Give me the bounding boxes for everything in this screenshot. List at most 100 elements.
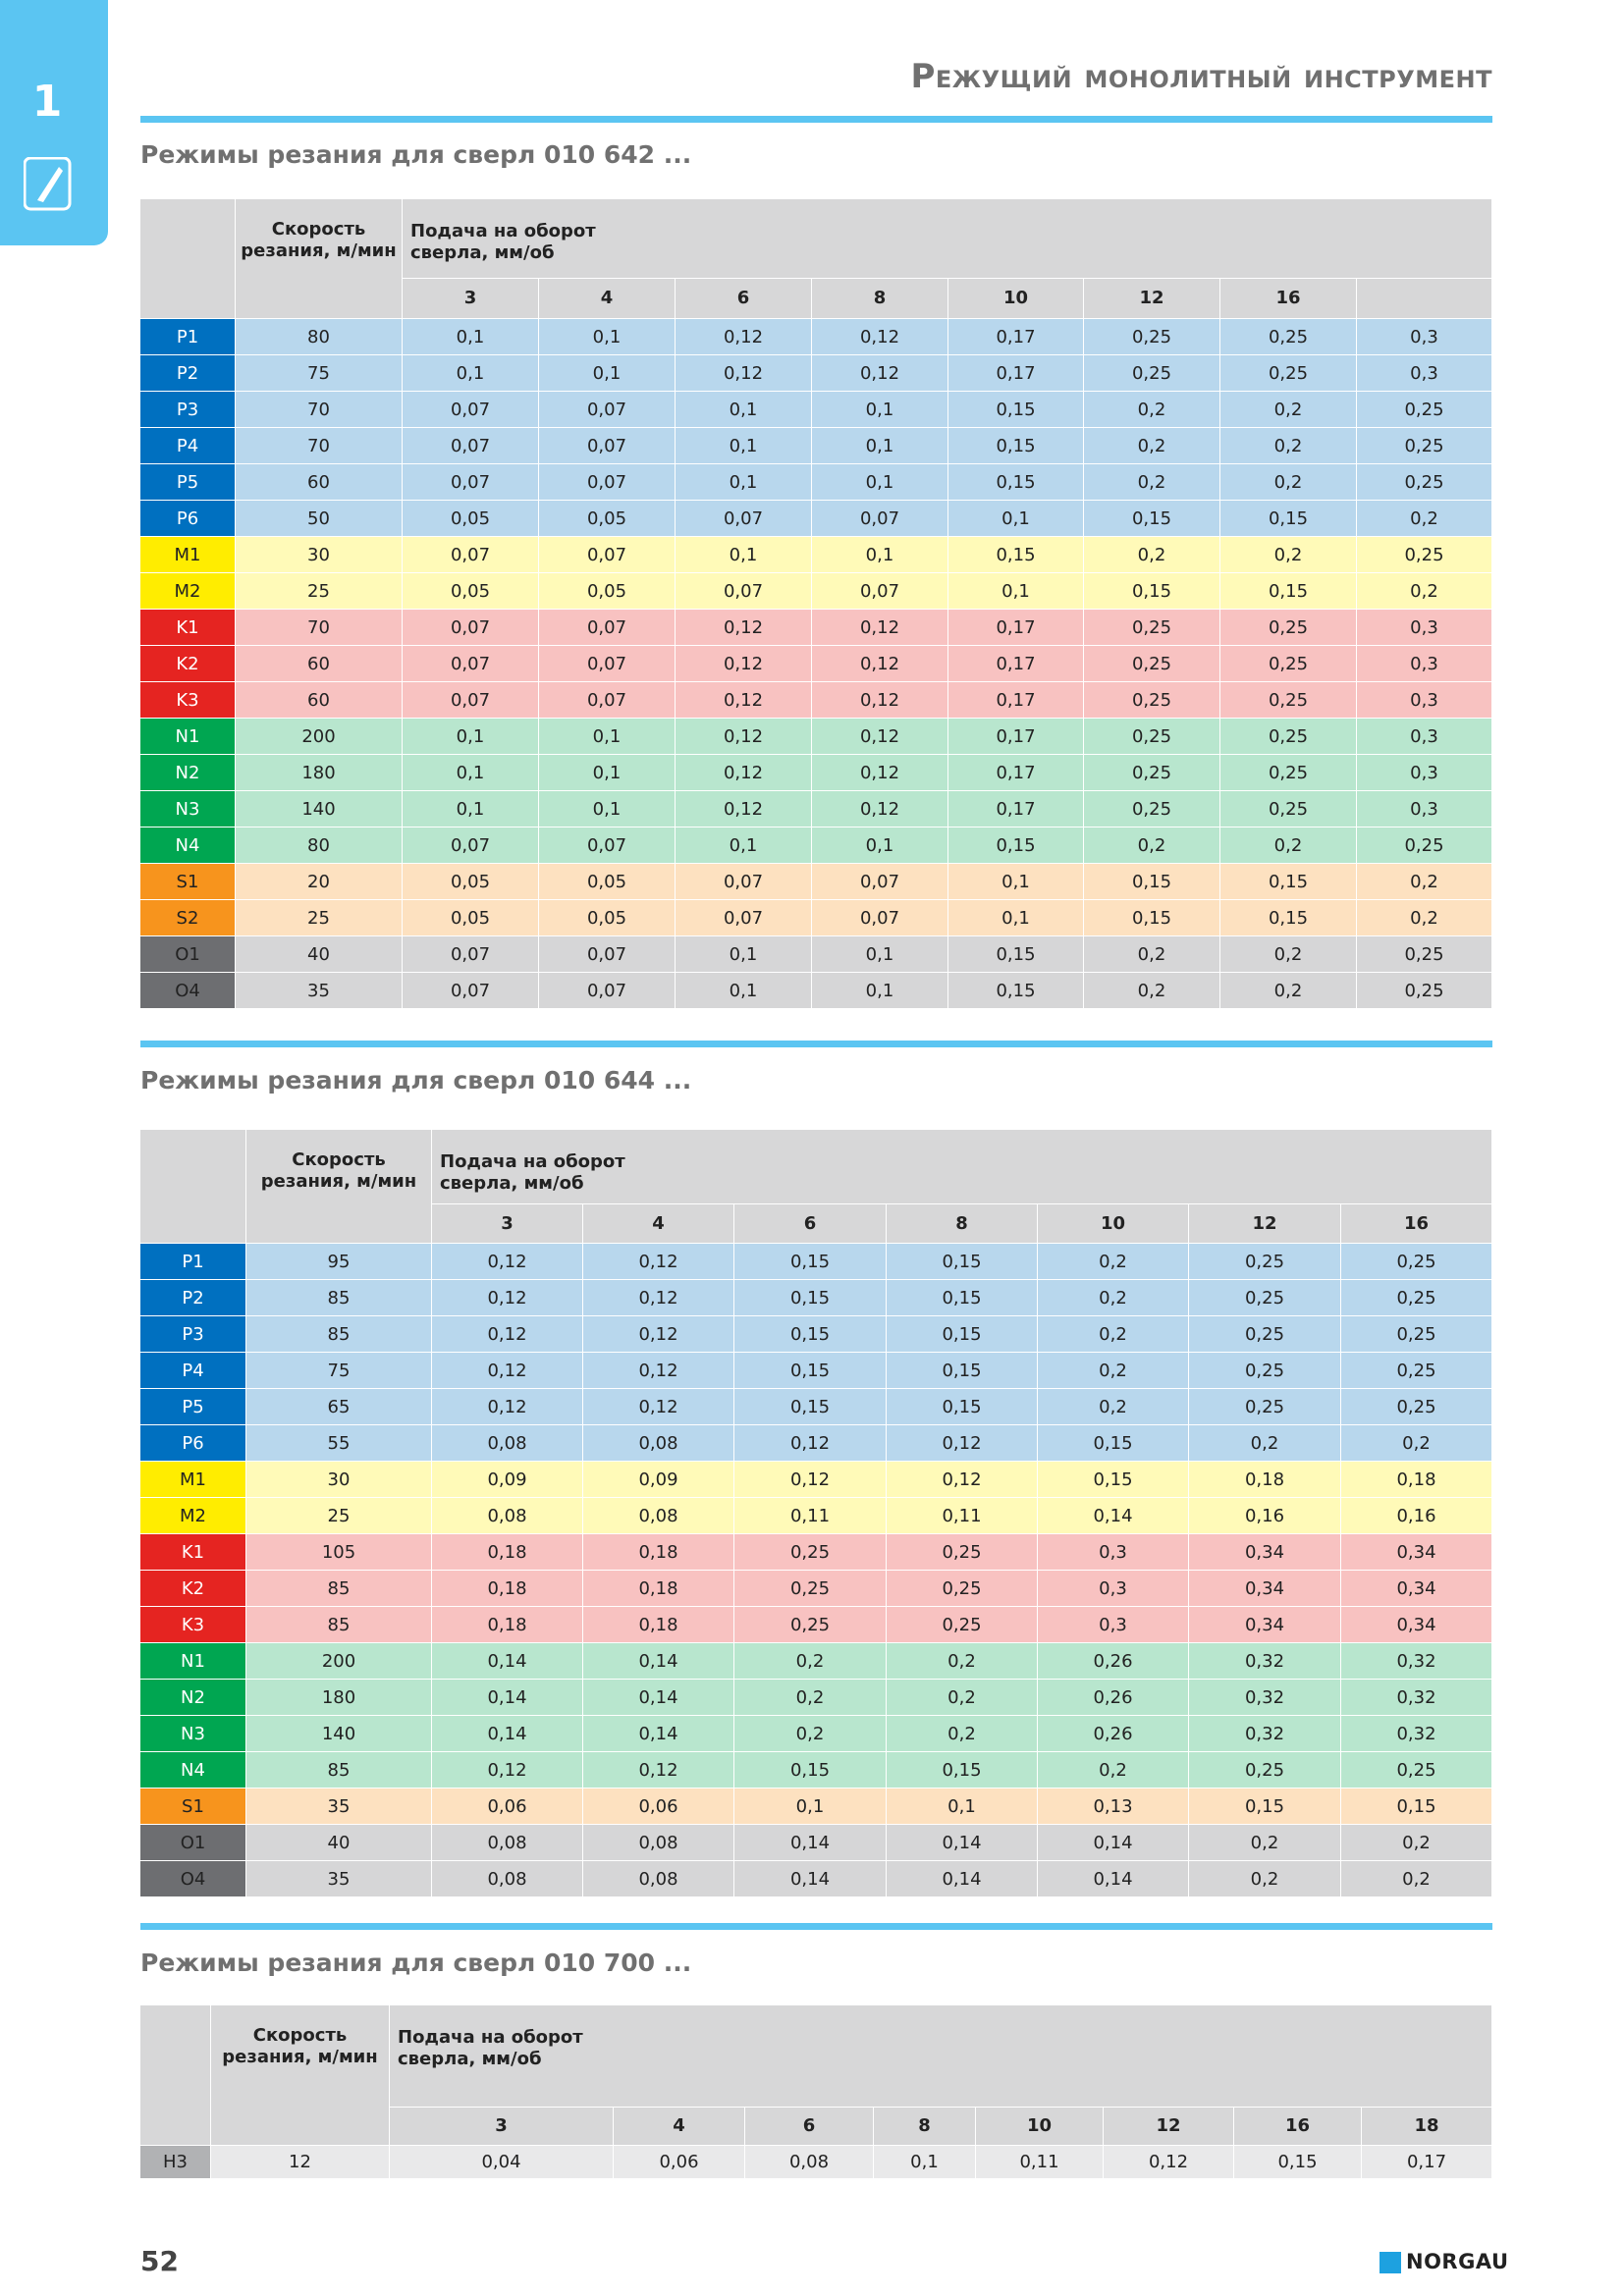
feed: 0,15 — [887, 1244, 1038, 1280]
feed: 0,25 — [1220, 646, 1357, 682]
feed: 0,18 — [583, 1571, 734, 1607]
feed: 0,08 — [583, 1498, 734, 1534]
feed: 0,15 — [1234, 2146, 1362, 2179]
feed: 0,15 — [1220, 900, 1357, 936]
speed: 180 — [246, 1680, 432, 1716]
feed: 0,2 — [1084, 973, 1220, 1009]
feed: 0,25 — [1357, 464, 1492, 501]
feed: 0,2 — [1084, 428, 1220, 464]
feed: 0,1 — [676, 973, 812, 1009]
feed: 0,34 — [1341, 1571, 1492, 1607]
feed: 0,12 — [432, 1316, 583, 1353]
feed: 0,14 — [1038, 1498, 1189, 1534]
feed: 0,3 — [1357, 719, 1492, 755]
feed: 0,12 — [583, 1316, 734, 1353]
header-blank — [1357, 279, 1492, 319]
feed: 0,2 — [1341, 1825, 1492, 1861]
diameter: 3 — [403, 279, 539, 319]
feed: 0,06 — [614, 2146, 745, 2179]
feed: 0,2 — [1220, 464, 1357, 501]
material: M2 — [140, 573, 236, 610]
speed: 20 — [236, 864, 403, 900]
material: H3 — [140, 2146, 211, 2179]
diameter: 6 — [676, 279, 812, 319]
feed: 0,04 — [390, 2146, 614, 2179]
feed: 0,15 — [1220, 501, 1357, 537]
feed: 0,3 — [1357, 755, 1492, 791]
material: O1 — [140, 1825, 246, 1861]
feed: 0,12 — [676, 319, 812, 355]
feed: 0,1 — [403, 755, 539, 791]
feed: 0,07 — [403, 464, 539, 501]
feed: 0,2 — [887, 1643, 1038, 1680]
speed: 200 — [236, 719, 403, 755]
feed: 0,15 — [1220, 864, 1357, 900]
feed: 0,12 — [887, 1462, 1038, 1498]
feed: 0,26 — [1038, 1643, 1189, 1680]
feed: 0,2 — [1038, 1280, 1189, 1316]
feed: 0,25 — [1084, 646, 1220, 682]
speed: 85 — [246, 1280, 432, 1316]
feed: 0,15 — [887, 1280, 1038, 1316]
feed: 0,07 — [539, 682, 676, 719]
feed: 0,15 — [948, 936, 1084, 973]
speed: 80 — [236, 828, 403, 864]
feed: 0,17 — [948, 319, 1084, 355]
feed: 0,3 — [1357, 791, 1492, 828]
feed: 0,15 — [734, 1316, 887, 1353]
feed: 0,1 — [676, 464, 812, 501]
feed: 0,15 — [734, 1244, 887, 1280]
diameter: 8 — [887, 1204, 1038, 1244]
feed: 0,12 — [432, 1353, 583, 1389]
feed-header: Подача на оборот сверла, мм/об — [390, 2005, 1492, 2108]
chapter-number: 1 — [31, 77, 63, 127]
table-title: Режимы резания для сверл 010 700 ... — [140, 1949, 692, 1977]
feed: 0,3 — [1357, 646, 1492, 682]
feed: 0,12 — [676, 610, 812, 646]
feed: 0,25 — [734, 1534, 887, 1571]
feed: 0,15 — [948, 464, 1084, 501]
material: N3 — [140, 791, 236, 828]
table-title: Режимы резания для сверл 010 644 ... — [140, 1066, 692, 1095]
feed: 0,1 — [812, 973, 948, 1009]
feed: 0,12 — [432, 1389, 583, 1425]
feed: 0,32 — [1189, 1716, 1341, 1752]
feed: 0,25 — [1189, 1316, 1341, 1353]
feed: 0,17 — [948, 755, 1084, 791]
feed: 0,14 — [432, 1643, 583, 1680]
feed: 0,25 — [1189, 1752, 1341, 1789]
feed: 0,12 — [676, 719, 812, 755]
header-rule — [140, 116, 1492, 123]
feed: 0,08 — [583, 1425, 734, 1462]
feed: 0,14 — [734, 1861, 887, 1897]
speed: 25 — [236, 573, 403, 610]
feed: 0,2 — [1220, 392, 1357, 428]
material: P4 — [140, 1353, 246, 1389]
feed: 0,25 — [1341, 1316, 1492, 1353]
feed: 0,34 — [1189, 1534, 1341, 1571]
material: O4 — [140, 973, 236, 1009]
feed: 0,32 — [1189, 1643, 1341, 1680]
diameter: 12 — [1084, 279, 1220, 319]
material: K2 — [140, 1571, 246, 1607]
feed: 0,25 — [1084, 755, 1220, 791]
feed: 0,08 — [745, 2146, 874, 2179]
material: N4 — [140, 1752, 246, 1789]
material: N4 — [140, 828, 236, 864]
feed: 0,12 — [583, 1244, 734, 1280]
feed: 0,25 — [734, 1607, 887, 1643]
feed: 0,12 — [734, 1425, 887, 1462]
feed: 0,2 — [1038, 1389, 1189, 1425]
material: K3 — [140, 682, 236, 719]
feed: 0,25 — [1341, 1353, 1492, 1389]
feed: 0,15 — [1189, 1789, 1341, 1825]
feed: 0,17 — [948, 610, 1084, 646]
feed: 0,15 — [1220, 573, 1357, 610]
feed: 0,18 — [432, 1534, 583, 1571]
feed: 0,1 — [676, 428, 812, 464]
feed: 0,12 — [432, 1752, 583, 1789]
feed: 0,15 — [1341, 1789, 1492, 1825]
diameter: 8 — [812, 279, 948, 319]
speed: 30 — [236, 537, 403, 573]
feed: 0,06 — [432, 1789, 583, 1825]
